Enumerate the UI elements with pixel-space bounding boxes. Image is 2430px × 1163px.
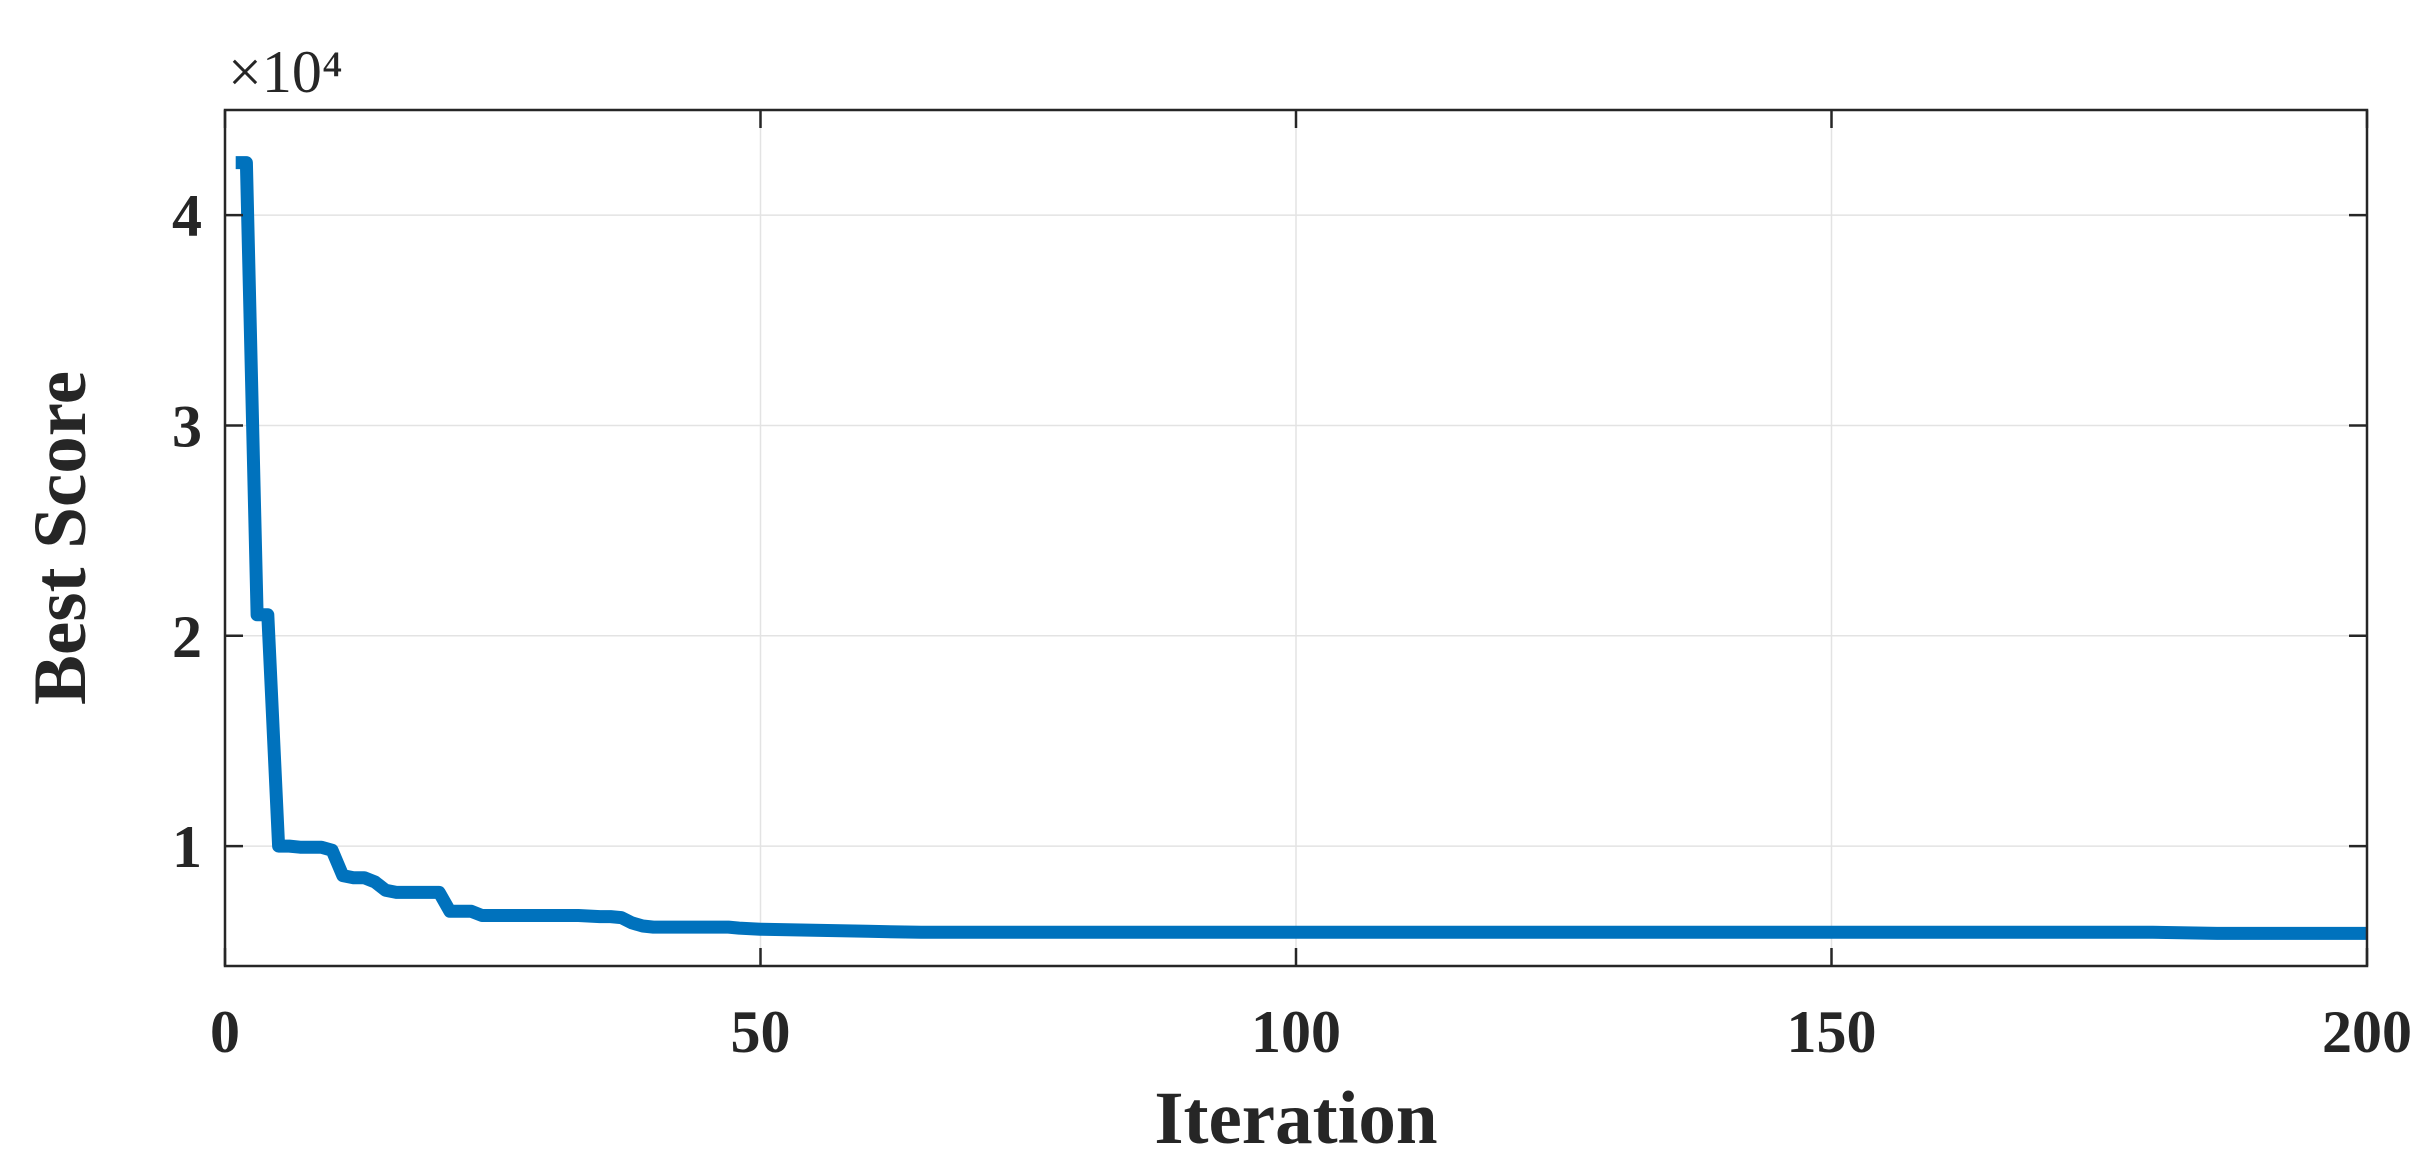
- x-tick-label: 100: [1251, 999, 1341, 1065]
- y-tick-label: 2: [172, 604, 202, 670]
- grid-lines: [224, 110, 2368, 966]
- y-tick-label: 1: [172, 814, 202, 880]
- tick-labels: 0 50 100 150 200 1 2 3 4: [172, 183, 2412, 1065]
- x-tick-label: 0: [210, 999, 240, 1065]
- y-axis-label: Best Score: [19, 371, 102, 705]
- x-tick-label: 200: [2322, 999, 2412, 1065]
- series-line: [235, 156, 2367, 940]
- x-tick-label: 50: [731, 999, 791, 1065]
- y-tick-label: 4: [172, 183, 202, 249]
- y-tick-label: 3: [172, 393, 202, 459]
- x-axis-label: Iteration: [1154, 1077, 1437, 1160]
- y-axis-exponent: ×10⁴: [228, 39, 343, 105]
- series-layer: [235, 156, 2367, 940]
- x-tick-label: 150: [1787, 999, 1877, 1065]
- axis-ticks: [223, 110, 2369, 966]
